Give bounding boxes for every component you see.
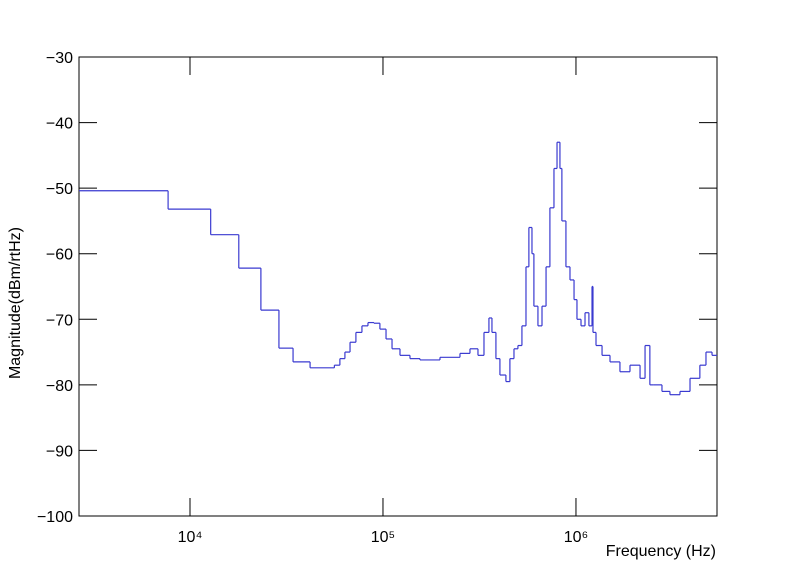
y-tick-label: −70 — [46, 312, 73, 329]
y-tick-label: −40 — [46, 116, 73, 133]
y-tick-label: −90 — [46, 443, 73, 460]
x-tick-label: 10⁴ — [178, 529, 203, 546]
y-tick-label: −30 — [46, 50, 73, 67]
y-tick-label: −60 — [46, 247, 73, 264]
x-axis-label: Frequency (Hz) — [606, 543, 716, 560]
y-axis-label: Magnitude(dBm/rtHz) — [7, 227, 24, 379]
y-tick-label: −80 — [46, 378, 73, 395]
y-tick-label: −100 — [37, 509, 73, 526]
x-tick-label: 10⁵ — [371, 529, 395, 546]
y-tick-label: −50 — [46, 181, 73, 198]
plot-frame — [78, 56, 718, 517]
x-tick-label: 10⁶ — [564, 529, 588, 546]
